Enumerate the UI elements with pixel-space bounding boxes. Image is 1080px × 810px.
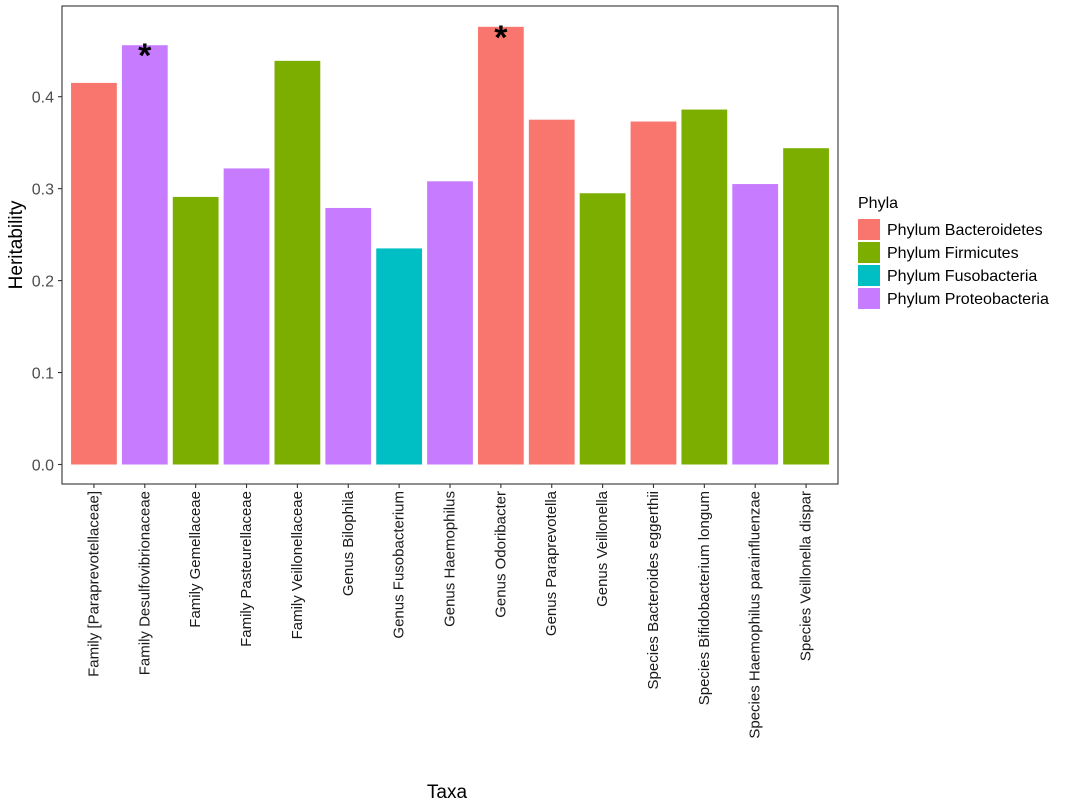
bar [427,181,473,465]
legend-label: Phylum Fusobacteria [887,268,1037,285]
x-tick-label: Family Desulfovibrionaceae [136,491,153,675]
legend-label: Phylum Proteobacteria [887,291,1049,308]
legend-swatch [858,242,880,263]
significance-star: * [494,19,508,57]
legend-title: Phyla [858,195,898,212]
y-tick-label: 0.0 [32,458,54,475]
x-tick-label: Genus Fusobacterium [391,491,408,639]
bar [732,184,779,465]
legend-label: Phylum Bacteroidetes [887,222,1043,239]
x-tick-label: Family Veillonellaceae [289,491,306,639]
bar [223,168,270,465]
legend-swatch [858,219,880,240]
bar [274,60,321,465]
x-tick-label: Species Haemophilus parainfluenzae [747,491,764,739]
x-tick-label: Family Pasteurellaceae [238,491,255,647]
x-axis: Family [Paraprevotellaceae] Family Desulf… [85,484,815,739]
bar [172,196,219,465]
bar [477,26,524,465]
y-tick-label: 0.3 [32,182,54,199]
legend: Phyla Phylum Bacteroidetes Phylum Firmicu… [858,195,1049,309]
x-tick-label: Genus Veillonella [594,490,611,607]
y-axis-title: Heritability [6,200,27,289]
bar [71,82,117,465]
x-tick-label: Species Veillonella dispar [798,491,815,661]
y-tick-label: 0.2 [32,274,54,291]
legend-label: Phylum Firmicutes [887,245,1019,262]
x-tick-label: Genus Paraprevotella [543,490,560,636]
y-tick-label: 0.1 [32,366,54,383]
x-tick-label: Family Gemellaceae [187,491,204,628]
bar [528,119,575,465]
x-tick-label: Genus Bilophila [340,490,357,596]
x-tick-label: Genus Odoribacter [492,491,509,618]
significance-star: * [138,37,152,75]
significance-markers: * * [138,19,508,75]
y-axis: 0.0 0.1 0.2 0.3 0.4 [32,90,62,475]
bar [376,248,423,465]
x-axis-title: Taxa [427,782,468,803]
x-tick-label: Family [Paraprevotellaceae] [85,491,102,677]
bar [630,121,677,465]
bar [325,207,372,465]
legend-swatch [858,265,880,286]
bars-layer [71,26,829,465]
x-tick-label: Genus Haemophilus [442,491,459,627]
bar [681,109,728,465]
y-tick-label: 0.4 [32,90,54,107]
x-tick-label: Species Bacteroides eggerthii [645,491,662,689]
legend-swatch [858,288,880,309]
bar [783,148,829,465]
bar [121,45,168,465]
bar [579,193,626,465]
x-tick-label: Species Bifidobacterium longum [696,491,713,705]
